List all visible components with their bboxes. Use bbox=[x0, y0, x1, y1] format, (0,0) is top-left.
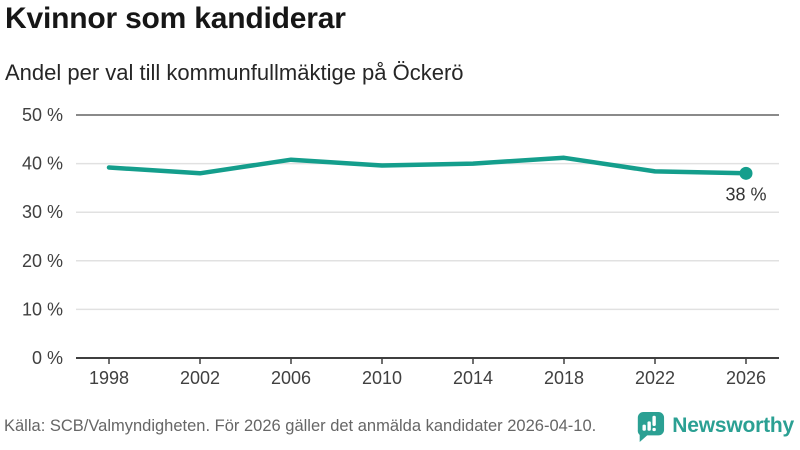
end-point-label: 38 % bbox=[725, 184, 766, 204]
y-axis-tick-label: 50 % bbox=[22, 105, 63, 125]
x-axis-tick-label: 1998 bbox=[89, 368, 129, 388]
footer: Källa: SCB/Valmyndigheten. För 2026 gäll… bbox=[4, 408, 794, 444]
x-axis-tick-label: 2006 bbox=[271, 368, 311, 388]
y-axis-tick-label: 40 % bbox=[22, 154, 63, 174]
x-axis-tick-label: 2010 bbox=[362, 368, 402, 388]
chart-title: Kvinnor som kandiderar bbox=[5, 2, 346, 35]
newsworthy-logo: Newsworthy bbox=[635, 410, 794, 442]
x-axis-tick-label: 2014 bbox=[453, 368, 493, 388]
newsworthy-wordmark: Newsworthy bbox=[672, 414, 794, 437]
x-axis-tick-label: 2018 bbox=[544, 368, 584, 388]
chart-subtitle: Andel per val till kommunfullmäktige på … bbox=[5, 60, 464, 85]
y-axis-tick-label: 30 % bbox=[22, 202, 63, 222]
newsworthy-speech-bubble-icon bbox=[638, 411, 665, 442]
x-axis-tick-label: 2022 bbox=[635, 368, 675, 388]
data-line bbox=[106, 155, 749, 176]
x-axis-tick-label: 2002 bbox=[180, 368, 220, 388]
y-axis-tick-label: 20 % bbox=[22, 251, 63, 271]
x-axis-tick-label: 2026 bbox=[726, 368, 766, 388]
y-axis-tick-label: 0 % bbox=[32, 348, 63, 368]
source-note: Källa: SCB/Valmyndigheten. För 2026 gäll… bbox=[4, 416, 597, 435]
y-axis-tick-label: 10 % bbox=[22, 299, 63, 319]
end-point-marker bbox=[739, 166, 753, 180]
